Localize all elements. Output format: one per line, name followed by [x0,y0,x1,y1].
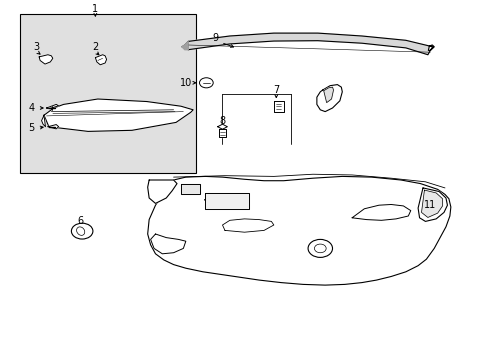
Polygon shape [147,176,450,285]
Polygon shape [316,85,342,112]
Polygon shape [323,87,333,103]
Text: 8: 8 [219,116,225,126]
Text: 2: 2 [92,42,98,52]
Polygon shape [44,99,193,131]
Ellipse shape [77,227,84,235]
Polygon shape [417,188,447,221]
Polygon shape [150,234,185,254]
Polygon shape [205,193,249,209]
Text: 7: 7 [273,85,279,95]
Circle shape [314,244,325,253]
Text: 6: 6 [78,216,83,226]
Text: 5: 5 [29,123,35,133]
Circle shape [71,223,93,239]
Text: 1: 1 [92,4,98,14]
Polygon shape [95,55,106,65]
Polygon shape [351,204,410,220]
Circle shape [307,239,332,257]
Polygon shape [147,180,177,203]
Polygon shape [421,190,442,217]
Polygon shape [39,55,53,64]
Polygon shape [48,125,59,129]
Polygon shape [181,184,200,194]
Polygon shape [273,101,283,112]
Text: 4: 4 [29,103,35,113]
Text: 3: 3 [34,42,40,52]
Polygon shape [41,115,45,127]
Polygon shape [46,104,59,109]
Circle shape [199,78,213,88]
Text: 9: 9 [212,33,218,43]
Text: 10: 10 [179,78,192,88]
Polygon shape [217,124,227,129]
Polygon shape [188,33,433,55]
Polygon shape [182,41,188,50]
Text: 11: 11 [423,200,436,210]
Polygon shape [218,129,226,137]
Bar [20,14,195,173]
